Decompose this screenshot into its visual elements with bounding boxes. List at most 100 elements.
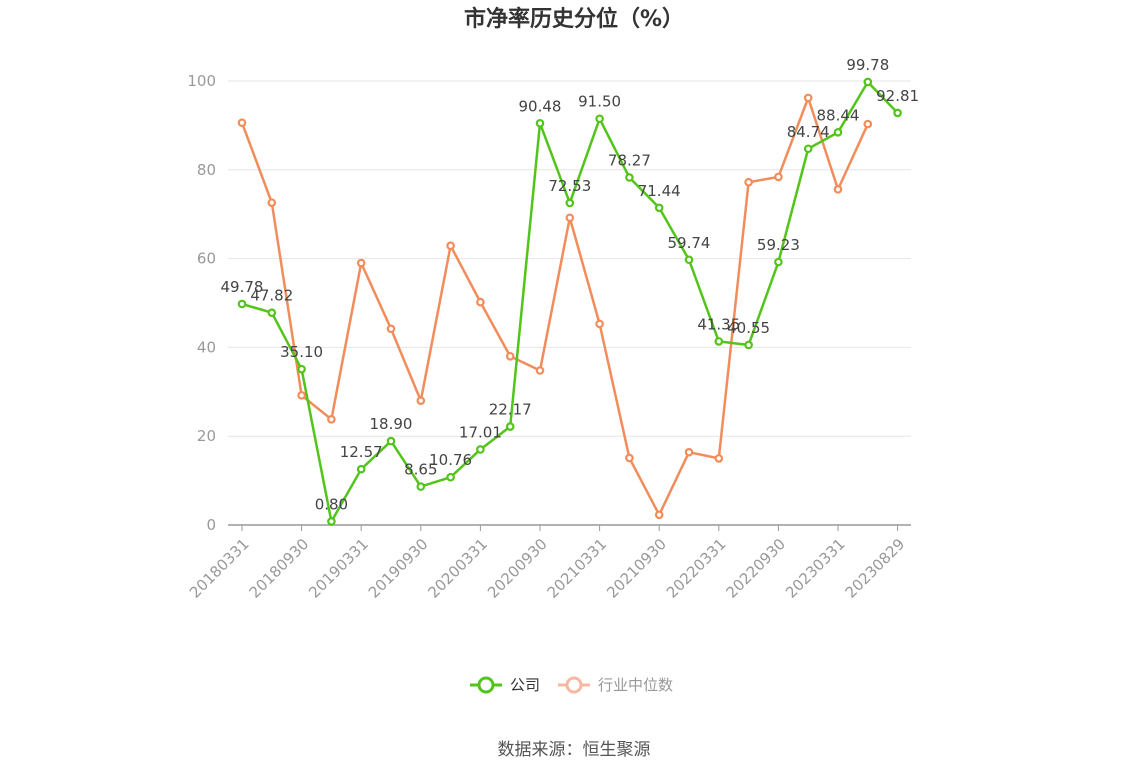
data-point — [386, 436, 396, 446]
legend-industry-marker — [565, 676, 583, 694]
x-tick-label: 20190331 — [305, 535, 372, 602]
series-line — [240, 96, 869, 517]
data-point — [654, 203, 664, 213]
data-label: 41.35 — [697, 315, 740, 333]
data-point — [535, 118, 545, 128]
x-tick-label: 20190930 — [365, 535, 432, 602]
data-point — [476, 297, 485, 307]
data-label: 99.78 — [846, 56, 889, 74]
data-label: 0.80 — [315, 495, 348, 513]
data-point — [505, 422, 515, 431]
data-point — [565, 213, 575, 223]
x-tick-label: 20200331 — [424, 535, 491, 602]
data-point — [416, 396, 426, 405]
data-label: 18.90 — [370, 415, 413, 433]
data-label: 84.74 — [787, 123, 830, 141]
data-point — [505, 351, 515, 361]
data-point — [595, 319, 604, 329]
legend-item-company[interactable]: 公司 — [470, 676, 540, 694]
data-point — [803, 144, 813, 154]
data-label: 91.50 — [578, 93, 621, 111]
data-point — [356, 258, 366, 268]
x-tick-label: 20200930 — [484, 535, 551, 602]
data-point — [625, 173, 634, 182]
data-label: 59.74 — [668, 234, 711, 252]
data-point — [267, 308, 277, 317]
legend[interactable]: 公司 行业中位数 — [470, 676, 673, 694]
data-point — [237, 299, 247, 309]
data-point — [774, 257, 783, 267]
data-point — [625, 453, 634, 463]
x-tick-label: 20230829 — [842, 535, 909, 602]
data-label: 49.78 — [221, 278, 264, 296]
data-point — [714, 454, 724, 463]
data-point — [386, 324, 396, 334]
x-tick-label: 20210930 — [603, 535, 670, 602]
data-point — [893, 108, 902, 118]
x-tick-label: 20230331 — [782, 535, 849, 602]
data-label: 47.82 — [250, 287, 293, 305]
data-label: 8.65 — [404, 461, 437, 479]
data-point — [654, 510, 664, 520]
legend-item-industry[interactable]: 行业中位数 — [558, 676, 673, 694]
data-point — [267, 198, 277, 207]
data-point — [595, 114, 604, 124]
data-point — [535, 366, 545, 375]
data-label: 71.44 — [638, 182, 681, 200]
data-point — [446, 241, 455, 251]
series-layer — [237, 77, 902, 526]
x-tick-label: 20220930 — [722, 535, 789, 602]
data-point — [744, 177, 753, 187]
series-industry — [237, 93, 873, 520]
data-point — [237, 118, 247, 128]
y-tick-label: 0 — [206, 516, 216, 534]
data-point — [684, 447, 694, 457]
data-point — [833, 128, 843, 137]
data-point — [714, 337, 724, 346]
legend-industry-label: 行业中位数 — [598, 676, 673, 694]
data-point — [803, 93, 813, 103]
data-label: 90.48 — [519, 97, 562, 115]
data-point — [684, 255, 694, 265]
data-label: 59.23 — [757, 236, 800, 254]
data-point — [863, 119, 873, 129]
grid — [228, 80, 911, 437]
data-source: 数据来源：恒生聚源 — [498, 740, 651, 760]
data-label: 10.76 — [429, 451, 472, 469]
chart-title: 市净率历史分位（%） — [464, 6, 684, 32]
data-point — [833, 185, 843, 194]
y-tick-label: 40 — [197, 338, 216, 356]
y-tick-label: 20 — [197, 427, 216, 445]
data-label: 17.01 — [459, 423, 502, 441]
x-tick-label: 20180930 — [246, 535, 313, 602]
data-label: 88.44 — [817, 106, 860, 124]
series-company — [237, 77, 902, 526]
x-tick-label: 20180331 — [186, 535, 253, 602]
data-point — [327, 517, 336, 526]
y-tick-label: 60 — [197, 250, 216, 268]
data-label: 12.57 — [340, 443, 383, 461]
data-label: 22.17 — [489, 401, 532, 419]
legend-company-label: 公司 — [510, 676, 540, 694]
axes: 0 20 40 60 80 100 2018033120180930201903312019… — [186, 72, 911, 602]
data-label: 72.53 — [548, 177, 591, 195]
y-tick-label: 100 — [187, 72, 216, 90]
legend-company-marker — [477, 676, 495, 694]
data-point — [297, 391, 306, 400]
data-point — [297, 364, 306, 374]
x-tick-label: 20220331 — [663, 535, 730, 602]
data-point — [356, 464, 366, 474]
y-tick-label: 80 — [197, 161, 216, 179]
data-label: 40.55 — [727, 319, 770, 337]
x-tick-label: 20210331 — [544, 535, 611, 602]
data-label: 35.10 — [280, 343, 323, 361]
data-label: 92.81 — [876, 87, 919, 105]
data-point — [774, 172, 783, 182]
data-point — [565, 198, 575, 208]
data-point — [744, 340, 753, 350]
data-point — [446, 472, 455, 482]
data-point — [327, 415, 336, 424]
data-point — [476, 445, 485, 454]
